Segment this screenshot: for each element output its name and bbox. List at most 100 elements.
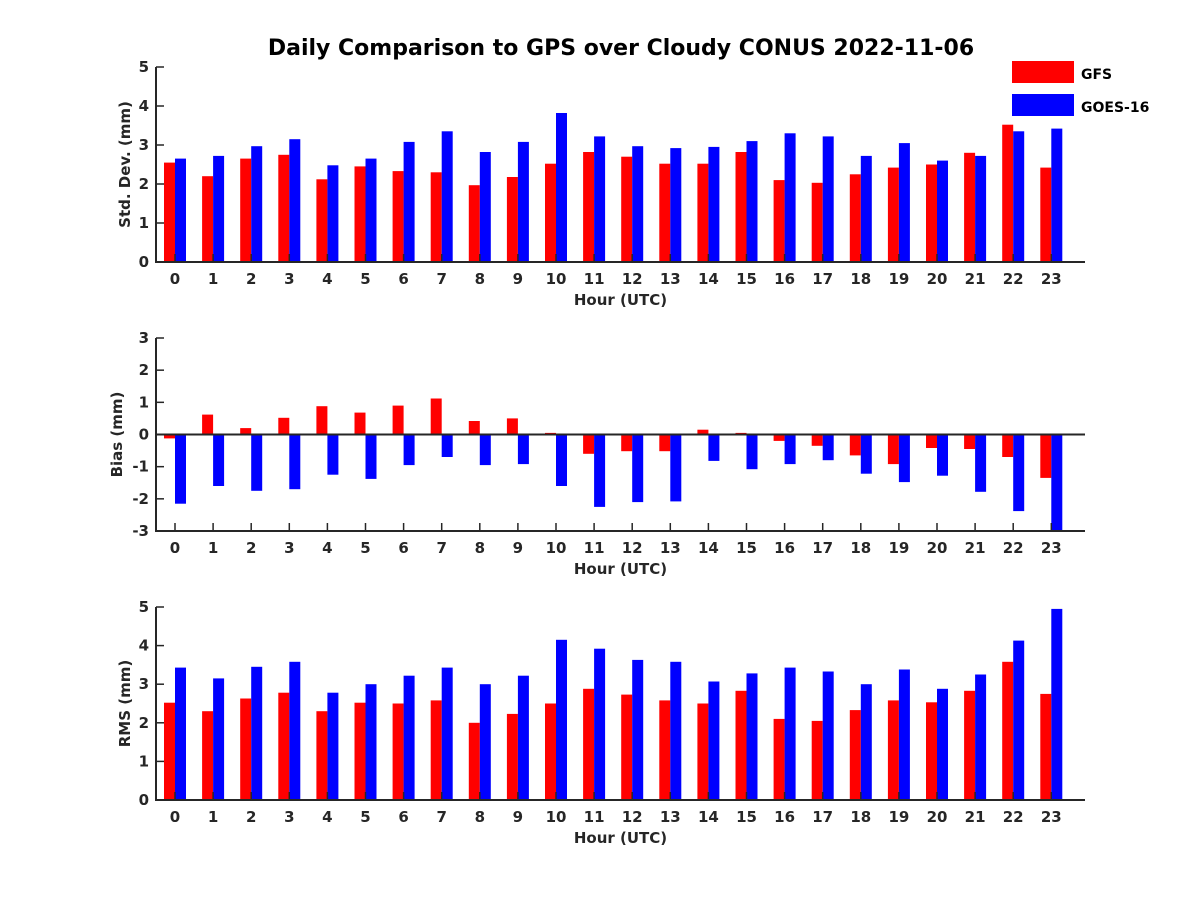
rms-bar-goes16-3 xyxy=(289,661,301,800)
bias-bar-gfs-7 xyxy=(430,398,442,435)
bias-bar-goes16-1 xyxy=(213,434,225,486)
std-dev-bar-goes16-3 xyxy=(289,139,301,262)
std-dev-x-tick-label: 6 xyxy=(398,270,408,288)
bias-y-tick-label: -1 xyxy=(132,458,149,476)
rms-x-tick-label: 12 xyxy=(622,808,643,826)
std-dev-x-tick-label: 8 xyxy=(475,270,485,288)
std-dev-bar-goes16-19 xyxy=(898,143,910,262)
bias-y-tick-label: 0 xyxy=(139,426,149,444)
bias-bar-goes16-22 xyxy=(1013,434,1025,512)
std-dev-bar-goes16-4 xyxy=(327,165,339,262)
std-dev-bar-goes16-17 xyxy=(822,136,834,262)
rms-bar-gfs-12 xyxy=(621,694,633,800)
std-dev-bar-gfs-8 xyxy=(468,185,480,262)
bias-x-tick-label: 4 xyxy=(322,539,332,557)
bias-bar-gfs-23 xyxy=(1040,434,1052,478)
std-dev-bar-gfs-22 xyxy=(1002,124,1014,262)
bias-y-axis-label: Bias (mm) xyxy=(108,392,126,478)
figure-title: Daily Comparison to GPS over Cloudy CONU… xyxy=(268,36,974,61)
bias-bar-gfs-16 xyxy=(773,434,785,441)
bias-bar-goes16-3 xyxy=(289,434,301,490)
std-dev-x-tick-label: 10 xyxy=(546,270,567,288)
bias-x-tick-label: 23 xyxy=(1041,539,1062,557)
bias-y-tick-label: 2 xyxy=(139,361,149,379)
rms-bar-gfs-15 xyxy=(735,690,747,800)
std-dev-bar-goes16-20 xyxy=(937,160,948,262)
rms-x-tick-label: 21 xyxy=(965,808,986,826)
std-dev-x-tick-label: 2 xyxy=(246,270,256,288)
std-dev-y-tick-label: 2 xyxy=(139,175,149,193)
std-dev-bar-gfs-12 xyxy=(621,156,633,262)
rms-bar-gfs-1 xyxy=(202,711,214,800)
rms-bar-goes16-8 xyxy=(479,684,491,800)
rms-bar-gfs-0 xyxy=(164,702,175,800)
bias-bar-gfs-19 xyxy=(887,434,899,465)
rms-bar-gfs-2 xyxy=(240,698,252,800)
rms-bar-gfs-22 xyxy=(1002,661,1014,800)
std-dev-bar-goes16-23 xyxy=(1051,128,1063,262)
rms-bar-gfs-10 xyxy=(545,703,556,800)
std-dev-bar-gfs-16 xyxy=(773,180,785,262)
rms-x-tick-label: 9 xyxy=(513,808,523,826)
bias-x-tick-label: 21 xyxy=(965,539,986,557)
rms-bar-goes16-17 xyxy=(822,671,834,800)
std-dev-bar-gfs-3 xyxy=(278,154,290,263)
rms-x-tick-label: 7 xyxy=(436,808,446,826)
std-dev-y-tick-label: 1 xyxy=(139,214,149,232)
std-dev-x-tick-label: 4 xyxy=(322,270,332,288)
bias-x-tick-label: 3 xyxy=(284,539,294,557)
bias-bar-goes16-20 xyxy=(937,434,948,476)
rms-bar-gfs-8 xyxy=(468,722,480,800)
rms-y-tick-label: 0 xyxy=(139,791,149,809)
bias-y-tick-label: 1 xyxy=(139,393,149,411)
rms-bar-goes16-4 xyxy=(327,692,339,800)
bias-bar-goes16-16 xyxy=(784,434,796,465)
bias-bar-goes16-21 xyxy=(975,434,987,492)
std-dev-bar-gfs-23 xyxy=(1040,167,1052,262)
bias-x-tick-label: 16 xyxy=(774,539,795,557)
rms-bar-goes16-21 xyxy=(975,674,987,800)
std-dev-y-tick-label: 0 xyxy=(139,253,149,271)
rms-bar-goes16-18 xyxy=(860,684,872,800)
std-dev-y-tick-label: 3 xyxy=(139,136,149,154)
std-dev-bar-gfs-14 xyxy=(697,163,709,262)
bias-bar-gfs-18 xyxy=(849,434,861,456)
bias-bar-goes16-0 xyxy=(175,434,186,504)
bias-x-tick-label: 12 xyxy=(622,539,643,557)
bias-bar-goes16-10 xyxy=(556,434,567,486)
std-dev-bar-gfs-1 xyxy=(202,176,214,262)
std-dev-bar-goes16-16 xyxy=(784,133,796,262)
bias-x-tick-label: 7 xyxy=(436,539,446,557)
rms-bar-goes16-6 xyxy=(403,675,415,800)
std-dev-bar-gfs-10 xyxy=(545,163,556,262)
bias-x-tick-label: 19 xyxy=(888,539,909,557)
std-dev-x-tick-label: 7 xyxy=(436,270,446,288)
bias-x-tick-label: 11 xyxy=(584,539,605,557)
std-dev-y-tick-label: 5 xyxy=(139,58,149,76)
bias-bar-gfs-11 xyxy=(583,434,595,454)
rms-x-axis-label: Hour (UTC) xyxy=(574,829,667,847)
bias-bar-gfs-20 xyxy=(926,434,937,448)
bias-bar-goes16-9 xyxy=(517,434,529,465)
rms-bar-goes16-20 xyxy=(937,688,948,800)
rms-y-axis-label: RMS (mm) xyxy=(116,660,134,747)
rms-x-tick-label: 1 xyxy=(208,808,218,826)
bias-x-tick-label: 1 xyxy=(208,539,218,557)
rms-bar-goes16-11 xyxy=(594,648,606,800)
std-dev-x-tick-label: 5 xyxy=(360,270,370,288)
rms-bar-gfs-7 xyxy=(430,700,442,800)
std-dev-bar-goes16-7 xyxy=(441,131,453,262)
std-dev-bar-goes16-21 xyxy=(975,155,987,262)
bias-bar-gfs-14 xyxy=(697,429,709,435)
bias-bar-gfs-3 xyxy=(278,417,290,435)
rms-x-tick-label: 16 xyxy=(774,808,795,826)
legend-label-gfs: GFS xyxy=(1081,67,1112,83)
std-dev-x-axis-label: Hour (UTC) xyxy=(574,291,667,309)
std-dev-bar-goes16-1 xyxy=(213,155,225,262)
legend: GFS GOES-16 xyxy=(1012,61,1149,116)
rms-bar-goes16-23 xyxy=(1051,608,1063,800)
rms-y-tick-label: 3 xyxy=(139,675,149,693)
bias-bar-goes16-2 xyxy=(251,434,263,491)
rms-y-tick-label: 5 xyxy=(139,598,149,616)
